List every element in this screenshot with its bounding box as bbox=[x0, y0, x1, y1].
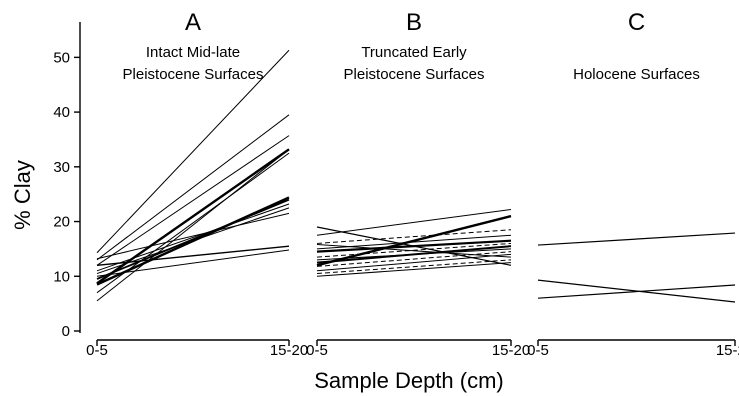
series-line bbox=[316, 262, 512, 277]
x-tick-label: 0-5 bbox=[306, 342, 328, 359]
series-line bbox=[316, 242, 512, 258]
series-line bbox=[316, 244, 512, 258]
x-tick-label: 15-20 bbox=[270, 342, 308, 359]
y-axis-title: % Clay bbox=[10, 160, 35, 230]
series-line bbox=[96, 148, 290, 285]
y-axis: 0 10 20 30 40 50 bbox=[53, 22, 81, 340]
series-line bbox=[316, 214, 512, 267]
series-line bbox=[96, 203, 290, 272]
series-line bbox=[316, 253, 512, 272]
x-axis-title: Sample Depth (cm) bbox=[314, 368, 504, 393]
panel-letter: B bbox=[406, 9, 422, 36]
x-tick-label: 0-5 bbox=[527, 342, 549, 359]
series-line bbox=[96, 249, 290, 277]
series-line bbox=[316, 239, 512, 253]
series-line bbox=[96, 198, 290, 280]
panel-title-line: Truncated Early bbox=[361, 44, 467, 61]
panel-title-line: Intact Mid-late bbox=[146, 44, 240, 61]
y-tick-label: 20 bbox=[53, 214, 70, 231]
series-line bbox=[96, 245, 290, 267]
y-tick-label: 10 bbox=[53, 268, 70, 285]
series-line bbox=[96, 135, 290, 266]
panel-c: C Holocene Surfaces 0-5 15-20 bbox=[527, 9, 739, 359]
panel-letter: C bbox=[628, 9, 645, 36]
series-line bbox=[316, 229, 512, 244]
series-line bbox=[316, 259, 512, 275]
panel-b: B Truncated Early Pleistocene Surfaces 0-5 1… bbox=[306, 9, 530, 359]
series-line bbox=[537, 284, 736, 299]
panel-title-line: Pleistocene Surfaces bbox=[344, 66, 485, 83]
y-tick-label: 50 bbox=[53, 49, 70, 66]
series-line bbox=[96, 212, 290, 260]
y-tick-label: 30 bbox=[53, 159, 70, 176]
panel-letter: A bbox=[185, 9, 201, 36]
series-line bbox=[96, 148, 290, 302]
series-line bbox=[316, 251, 512, 267]
series-line bbox=[316, 209, 512, 236]
x-tick-label: 0-5 bbox=[86, 342, 108, 359]
panel-title-line: Pleistocene Surfaces bbox=[123, 66, 264, 83]
series-line bbox=[316, 248, 512, 261]
y-tick-label: 40 bbox=[53, 104, 70, 121]
y-tick-label: 0 bbox=[62, 323, 70, 340]
series-line bbox=[96, 49, 290, 254]
x-tick-label: 15-20 bbox=[492, 342, 530, 359]
series-line bbox=[537, 232, 736, 246]
panel-title-line: Holocene Surfaces bbox=[573, 66, 700, 83]
panel-a: A Intact Mid-late Pleistocene Surfaces 0-5 1… bbox=[86, 9, 308, 359]
series-line bbox=[96, 114, 290, 261]
x-tick-label: 15-20 bbox=[716, 342, 739, 359]
